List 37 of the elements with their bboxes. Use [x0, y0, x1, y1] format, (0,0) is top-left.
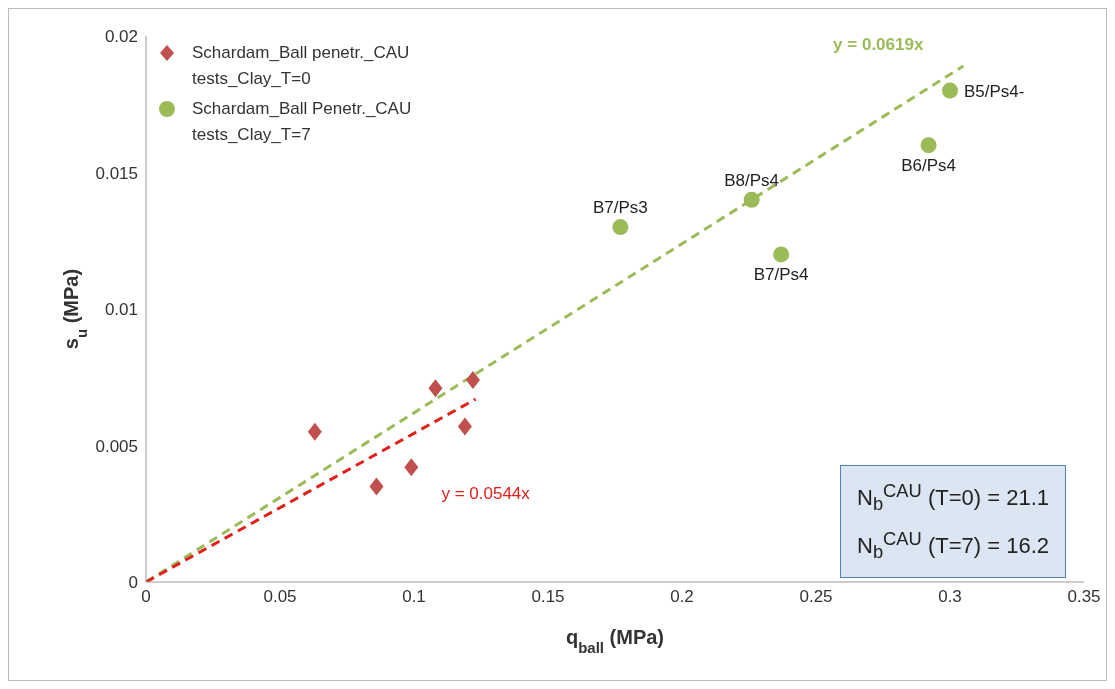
- point: [743, 191, 760, 208]
- legend-label: Schardam_Ball Penetr._CAU tests_Clay_T=7: [192, 98, 413, 146]
- y-tick-label: 0.01: [104, 300, 138, 320]
- x-axis-title: q$_{ball}$ (MPa): [565, 626, 665, 656]
- annotation: N$_{b}$$^{CAU}$ (T=0) = 21.1: [857, 480, 1049, 515]
- annotation: B8/Ps4: [724, 170, 780, 190]
- annotation: N$_{b}$$^{CAU}$ (T=7) = 16.2: [857, 527, 1049, 563]
- point: [369, 477, 384, 496]
- y-tick-label: 0.02: [104, 27, 138, 47]
- x-tick-label: 0.35: [1067, 587, 1101, 607]
- x-tick-label: 0: [141, 587, 151, 607]
- x-tick-label: 0.3: [938, 587, 962, 607]
- annotation: B7/Ps4: [753, 265, 809, 285]
- y-tick-label: 0: [128, 573, 138, 593]
- point: [612, 219, 629, 236]
- point: [404, 458, 419, 477]
- x-tick-label: 0.1: [402, 587, 426, 607]
- x-tick-label: 0.2: [670, 587, 694, 607]
- series-label: y = 0.0619x: [833, 35, 924, 55]
- point: [920, 137, 937, 154]
- y-tick-label: 0.015: [95, 163, 138, 183]
- point: [428, 379, 443, 398]
- text: y = 0.0544x: [441, 484, 531, 504]
- annotation: B7/Ps3: [592, 198, 648, 218]
- x-tick-label: 0.05: [263, 587, 297, 607]
- annotation: B6/Ps4: [901, 156, 956, 176]
- point: [465, 370, 480, 389]
- point: [457, 417, 472, 436]
- x-tick-label: 0.15: [531, 587, 565, 607]
- point: [773, 246, 790, 263]
- y-tick-label: 0.005: [95, 436, 138, 456]
- x-tick-label: 0.25: [799, 587, 833, 607]
- annotation: B5/Ps4-: [964, 81, 1025, 101]
- point: [942, 82, 958, 99]
- point: [307, 422, 322, 441]
- legend-label: Schardam_Ball penetr._CAU tests_Clay_T=0: [192, 42, 411, 90]
- text-box: N$_{b}$$^{CAU}$ (T=0) = 21.1 N$_{b}$$^{CAU}$ (T=7) = 16.2: [840, 465, 1066, 579]
